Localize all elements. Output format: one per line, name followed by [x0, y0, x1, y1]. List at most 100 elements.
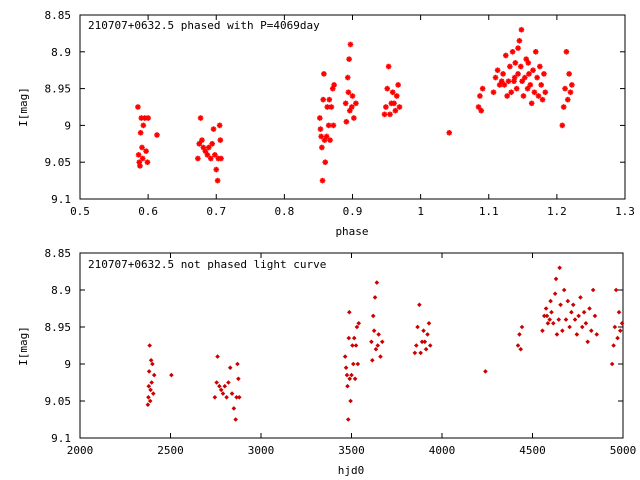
phased-x-tick-label: 0.7	[206, 205, 226, 218]
phased-data-point	[318, 133, 324, 140]
unphased-data-point	[547, 317, 552, 322]
phased-data-point	[498, 78, 505, 85]
phased-data-point	[317, 126, 324, 132]
phased-data-point	[515, 71, 521, 77]
phased-data-point	[527, 82, 534, 88]
unphased-data-point	[355, 361, 361, 367]
unphased-y-axis-label: I[mag]	[17, 326, 30, 366]
unphased-data-point	[560, 328, 565, 333]
phased-data-point	[389, 89, 396, 96]
unphased-data-point	[583, 321, 589, 326]
phased-data-point	[217, 137, 224, 143]
phased-data-point	[197, 115, 204, 121]
unphased-data-point	[215, 354, 220, 359]
phased-data-point	[393, 93, 400, 99]
unphased-data-point	[619, 321, 625, 326]
phased-data-point	[216, 122, 223, 129]
phased-data-point	[199, 137, 205, 143]
phased-x-tick-label: 0.9	[343, 205, 363, 218]
unphased-data-point	[611, 343, 616, 348]
phased-data-point	[507, 63, 513, 70]
unphased-data-point	[146, 383, 152, 389]
phased-data-point	[569, 82, 575, 88]
unphased-data-point	[554, 332, 560, 337]
unphased-data-point	[146, 395, 151, 400]
phased-data-point	[537, 63, 543, 70]
phased-data-point	[516, 37, 523, 44]
phased-data-point	[140, 122, 147, 129]
unphased-data-point	[543, 306, 549, 311]
unphased-data-point	[345, 383, 350, 389]
unphased-data-point	[613, 287, 619, 293]
unphased-data-point	[548, 298, 553, 304]
unphased-data-point	[345, 417, 351, 422]
phased-data-point	[504, 93, 510, 99]
unphased-x-tick-label: 4000	[429, 444, 456, 457]
unphased-data-point	[169, 372, 174, 378]
phased-x-tick-label: 1.3	[615, 205, 635, 218]
phased-data-point	[210, 126, 217, 132]
unphased-data-point	[214, 380, 219, 385]
phased-data-point	[342, 100, 349, 107]
phased-data-point	[330, 122, 337, 129]
phased-data-point	[492, 74, 499, 81]
phased-data-point	[560, 104, 567, 110]
unphased-data-point	[371, 328, 377, 333]
unphased-data-point	[572, 317, 578, 322]
phased-y-tick-label: 9.1	[51, 193, 71, 206]
phased-data-point	[387, 111, 393, 118]
phased-data-point	[509, 49, 516, 55]
unphased-data-point	[576, 313, 581, 319]
phased-data-point	[137, 163, 143, 169]
unphased-data-point	[147, 343, 152, 348]
phased-x-axis-label: phase	[335, 225, 368, 238]
unphased-data-point	[519, 324, 525, 330]
unphased-chart-title: 210707+0632.5 not phased light curve	[88, 258, 326, 271]
unphased-points	[145, 265, 625, 422]
phased-x-tick-label: 1.2	[547, 205, 567, 218]
unphased-data-point	[234, 395, 239, 400]
phased-data-point	[145, 115, 151, 121]
phased-data-point	[566, 71, 572, 77]
phased-data-point	[351, 115, 357, 121]
phased-y-tick-label: 8.95	[45, 83, 72, 96]
unphased-data-point	[354, 324, 360, 330]
unphased-data-point	[231, 406, 237, 411]
unphased-data-point	[423, 346, 429, 352]
unphased-data-point	[350, 343, 355, 348]
unphased-data-point	[517, 332, 522, 337]
phased-data-point	[209, 141, 215, 147]
unphased-data-point	[544, 313, 550, 319]
phased-chart: 210707+0632.5 phased with P=4069day phas…	[17, 9, 635, 238]
unphased-x-tick-label: 2500	[157, 444, 184, 457]
phased-data-point	[137, 129, 144, 136]
unphased-data-point	[343, 365, 349, 370]
unphased-data-point	[379, 339, 385, 345]
phased-data-point	[135, 152, 142, 158]
unphased-data-point	[147, 398, 153, 404]
phased-data-point	[515, 45, 521, 51]
phased-data-point	[522, 74, 528, 81]
phased-data-point	[530, 67, 536, 73]
unphased-ticks: 2000 2500 3000 3500 4000 4500 5000 8.85 8.9 8.95 9…	[45, 247, 637, 457]
phased-data-point	[559, 122, 566, 129]
unphased-data-point	[220, 391, 226, 396]
phased-data-point	[512, 60, 519, 66]
unphased-data-point	[233, 417, 238, 422]
unphased-data-point	[370, 358, 375, 363]
unphased-data-point	[585, 339, 591, 345]
unphased-data-point	[229, 391, 235, 396]
phased-ticks: 0.5 0.6 0.7 0.8 0.9 1 1.1 1.2 1.3 8.85 8.9 8.95 9 9.0…	[45, 9, 635, 218]
unphased-data-point	[415, 324, 420, 330]
unphased-data-point	[145, 402, 151, 407]
unphased-data-point	[592, 313, 598, 319]
unphased-data-point	[574, 332, 580, 337]
phased-data-point	[218, 155, 224, 162]
unphased-data-point	[347, 376, 352, 382]
unphased-data-point	[421, 328, 426, 333]
phased-data-point	[531, 89, 538, 96]
unphased-data-point	[418, 350, 423, 356]
unphased-data-point	[370, 313, 376, 319]
phased-data-point	[319, 144, 325, 151]
phased-data-point	[490, 89, 497, 96]
